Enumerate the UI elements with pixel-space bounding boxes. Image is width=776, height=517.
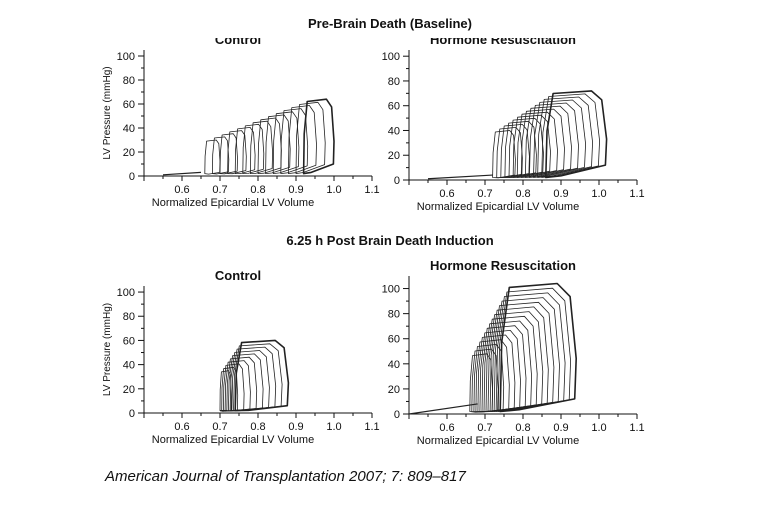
- x-tick-label: 0.6: [174, 421, 189, 433]
- pv-loop: [492, 130, 516, 179]
- y-tick-label: 20: [123, 147, 135, 159]
- x-tick-label: 0.6: [174, 184, 189, 196]
- x-tick-label: 0.8: [250, 421, 265, 433]
- pv-loop: [520, 108, 565, 178]
- pv-loop: [537, 96, 593, 178]
- x-tick-label: 1.0: [326, 184, 341, 196]
- pv-loop: [250, 120, 273, 174]
- x-tick-label: 1.1: [364, 421, 379, 433]
- x-tick-label: 1.0: [591, 188, 606, 200]
- y-tick-label: 80: [388, 309, 400, 321]
- pv-loop: [504, 120, 537, 178]
- pv-loop: [204, 139, 221, 175]
- y-tick-label: 60: [388, 334, 400, 346]
- x-tick-label: 1.0: [326, 421, 341, 433]
- x-tick-label: 0.8: [515, 422, 530, 434]
- y-tick-label: 40: [388, 359, 400, 371]
- pv-loop: [529, 102, 579, 178]
- pv-loop: [295, 101, 326, 174]
- x-tick-label: 0.6: [439, 188, 454, 200]
- y-tick-label: 40: [123, 123, 135, 135]
- y-tick-label: 20: [388, 150, 400, 162]
- pv-loop: [469, 353, 493, 413]
- x-tick-label: 0.9: [288, 184, 303, 196]
- x-tick-label: 0.9: [553, 422, 568, 434]
- y-tick-label: 80: [123, 75, 135, 87]
- pv-loop: [272, 111, 300, 174]
- x-axis-label: Normalized Epicardial LV Volume: [152, 197, 314, 209]
- x-tick-label: 0.7: [477, 188, 492, 200]
- pv-loop: [512, 114, 551, 178]
- panel-title: Control: [215, 268, 261, 283]
- panel-title: Control: [215, 38, 261, 47]
- y-axis-label: LV Pressure (mmHg): [102, 303, 113, 396]
- pv-loop: [227, 130, 247, 175]
- pv-loop: [280, 108, 309, 174]
- y-tick-label: 40: [123, 360, 135, 372]
- y-tick-label: 40: [388, 125, 400, 137]
- baseline-segment: [162, 171, 202, 176]
- y-tick-label: 80: [388, 76, 400, 88]
- baseline-segment: [408, 403, 478, 415]
- panel-title: Hormone Resuscitation: [430, 258, 576, 273]
- pv-loop: [212, 136, 230, 175]
- y-tick-label: 100: [117, 287, 135, 299]
- top-section-title: Pre-Brain Death (Baseline): [308, 16, 472, 31]
- x-tick-label: 0.8: [250, 184, 265, 196]
- x-tick-label: 0.7: [212, 421, 227, 433]
- x-axis-label: Normalized Epicardial LV Volume: [152, 434, 314, 446]
- pv-loop: [541, 93, 600, 178]
- chart-panel-top-left: Control 0 20 40 60 80 100 0.6 0.7 0.8 0.9 1.0 1.1 Nor…: [102, 38, 380, 209]
- chart-panel-top-right: Hormone Resuscitation 0 20 40 60 80 100 0.6 0.7 0…: [382, 38, 645, 213]
- pv-loop: [485, 315, 538, 412]
- y-tick-label: 20: [388, 384, 400, 396]
- x-axis-label: Normalized Epicardial LV Volume: [417, 201, 579, 213]
- y-tick-label: 60: [123, 99, 135, 111]
- baseline-segment: [427, 174, 493, 180]
- pv-loop: [219, 370, 232, 412]
- pv-loop: [257, 117, 282, 174]
- y-tick-label: 60: [123, 335, 135, 347]
- bottom-section-title: 6.25 h Post Brain Death Induction: [286, 233, 494, 248]
- x-tick-label: 0.7: [477, 422, 492, 434]
- chart-panel-bottom-left: Control 0 20 40 60 80 100 0.6 0.7 0.8 0.9 1.0 1.1 Nor…: [102, 268, 380, 446]
- pv-loop: [516, 111, 558, 178]
- y-axis-label: LV Pressure (mmHg): [102, 66, 113, 159]
- y-tick-label: 0: [394, 175, 400, 187]
- pv-loop: [265, 114, 291, 174]
- pv-loop: [242, 123, 265, 174]
- x-tick-label: 1.0: [591, 422, 606, 434]
- x-tick-label: 0.6: [439, 422, 454, 434]
- x-tick-label: 1.1: [629, 188, 644, 200]
- x-axis-label: Normalized Epicardial LV Volume: [417, 435, 579, 447]
- y-tick-label: 0: [394, 409, 400, 421]
- pv-loop: [545, 90, 608, 179]
- pv-loop: [508, 117, 544, 178]
- y-tick-label: 60: [388, 101, 400, 113]
- y-tick-label: 80: [123, 311, 135, 323]
- x-tick-label: 0.9: [553, 188, 568, 200]
- y-tick-label: 0: [129, 171, 135, 183]
- citation: American Journal of Transplantation 2007…: [105, 468, 466, 485]
- pv-loop: [533, 99, 586, 178]
- x-tick-label: 0.9: [288, 421, 303, 433]
- pv-loop: [496, 127, 523, 178]
- chart-panel-bottom-right: Hormone Resuscitation 0 20 40 60 80 100 0.6 0.7 0…: [382, 258, 645, 447]
- x-tick-label: 0.7: [212, 184, 227, 196]
- pv-loop: [288, 105, 317, 174]
- pv-loop: [500, 124, 530, 178]
- x-tick-label: 1.1: [364, 184, 379, 196]
- panel-title: Hormone Resuscitation: [430, 38, 576, 47]
- pv-loop: [524, 105, 572, 178]
- x-tick-label: 1.1: [629, 422, 644, 434]
- y-tick-label: 20: [123, 384, 135, 396]
- y-tick-label: 100: [117, 51, 135, 63]
- x-tick-label: 0.8: [515, 188, 530, 200]
- y-tick-label: 100: [382, 284, 400, 296]
- pv-loop: [219, 133, 238, 175]
- y-tick-label: 0: [129, 408, 135, 420]
- pv-loop: [302, 98, 335, 175]
- y-tick-label: 100: [382, 51, 400, 63]
